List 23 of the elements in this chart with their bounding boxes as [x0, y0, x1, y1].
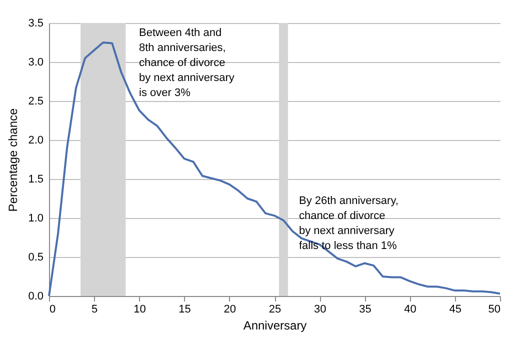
y-axis-title: Percentage chance: [6, 108, 20, 212]
x-tick-label: 10: [134, 304, 146, 316]
y-tick-label: 2.0: [28, 134, 44, 146]
x-tick-label: 45: [449, 304, 462, 316]
y-tick-label: 1.5: [28, 174, 44, 186]
x-tick-label: 20: [224, 304, 236, 316]
y-tick-label: 0.5: [28, 252, 44, 264]
annotation: Between 4th and 8th anniversaries, chance of divorce by next anniversary is over 3%: [139, 27, 235, 99]
y-tick-label: 2.5: [28, 96, 44, 108]
x-tick-label: 30: [314, 304, 326, 316]
y-tick-label: 0.0: [28, 290, 44, 302]
x-tick-label: 25: [268, 304, 282, 316]
annotation: By 26th anniversary, chance of divorce by next anniversary falls to less than 1%: [299, 195, 398, 252]
x-tick-label: 35: [359, 304, 372, 316]
y-tick-label: 3.5: [28, 18, 44, 30]
y-tick-label: 3.0: [28, 56, 44, 68]
x-axis-title: Anniversary: [243, 318, 307, 332]
x-tick-label: 0: [50, 304, 56, 316]
x-tick-label: 50: [488, 304, 500, 316]
x-tick-label: 5: [92, 304, 98, 316]
x-tick-label: 40: [404, 304, 416, 316]
y-tick-label: 1.0: [28, 212, 44, 224]
x-tick-label: 15: [178, 304, 191, 316]
